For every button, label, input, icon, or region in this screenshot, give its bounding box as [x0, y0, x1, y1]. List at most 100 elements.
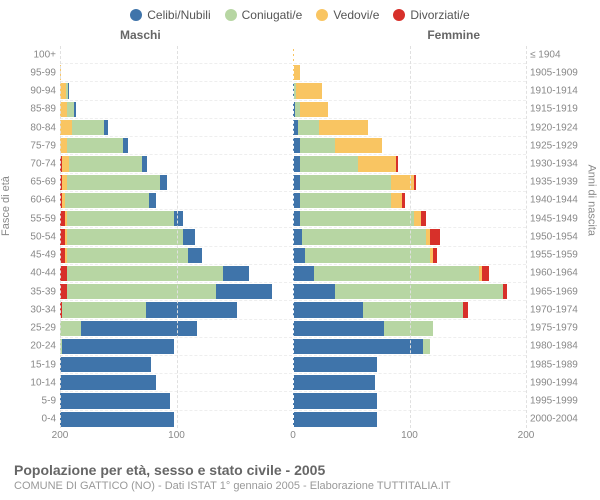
- bar-segment: [391, 175, 414, 190]
- bar-segment: [300, 193, 391, 208]
- grid-line: [526, 46, 527, 428]
- age-label: 0-4: [14, 414, 56, 425]
- x-tick: 200: [518, 430, 535, 441]
- bar-segment: [62, 302, 146, 317]
- bar-segment: [60, 412, 174, 427]
- year-label: 1950-1954: [530, 231, 592, 242]
- bar-segment: [463, 302, 468, 317]
- year-label: 1955-1959: [530, 250, 592, 261]
- year-label: 1945-1949: [530, 213, 592, 224]
- bar-segment: [300, 211, 414, 226]
- bar-segment: [384, 321, 433, 336]
- grid-line: [60, 46, 61, 428]
- age-label: 80-84: [14, 122, 56, 133]
- bar-segment: [358, 156, 395, 171]
- year-label: 1960-1964: [530, 268, 592, 279]
- bar-segment: [335, 138, 382, 153]
- bar-segment: [60, 357, 151, 372]
- bar-segment: [65, 193, 149, 208]
- age-label: 35-39: [14, 286, 56, 297]
- bar-segment: [149, 193, 156, 208]
- header-female: Femmine: [427, 28, 480, 42]
- bar-segment: [223, 266, 249, 281]
- bar-segment: [60, 375, 156, 390]
- bar-segment: [68, 83, 69, 98]
- bar-segment: [293, 248, 305, 263]
- legend-label: Vedovi/e: [333, 8, 379, 22]
- bar-segment: [67, 211, 174, 226]
- grid-line: [410, 46, 411, 428]
- bar-segment: [402, 193, 404, 208]
- bar-segment: [60, 138, 67, 153]
- bar-segment: [160, 175, 167, 190]
- x-tick: 200: [52, 430, 69, 441]
- bar-segment: [293, 339, 423, 354]
- bar-segment: [293, 266, 314, 281]
- bar-segment: [391, 193, 403, 208]
- bar-segment: [62, 339, 174, 354]
- bar-segment: [216, 284, 272, 299]
- age-label: 95-99: [14, 67, 56, 78]
- bar-segment: [104, 120, 107, 135]
- year-label: 1940-1944: [530, 195, 592, 206]
- age-label: 55-59: [14, 213, 56, 224]
- bar-segment: [146, 302, 237, 317]
- bar-segment: [421, 211, 426, 226]
- bar-segment: [298, 120, 319, 135]
- age-label: 45-49: [14, 250, 56, 261]
- footer: Popolazione per età, sesso e stato civil…: [14, 462, 586, 492]
- bar-segment: [60, 393, 170, 408]
- year-label: 1970-1974: [530, 304, 592, 315]
- legend: Celibi/Nubili Coniugati/e Vedovi/e Divorzia…: [0, 0, 600, 26]
- bar-segment: [74, 102, 76, 117]
- bar-segment: [482, 266, 489, 281]
- bar-segment: [81, 321, 198, 336]
- bar-segment: [293, 175, 300, 190]
- year-label: 1930-1934: [530, 159, 592, 170]
- year-label: ≤ 1904: [530, 49, 592, 60]
- grid-line: [293, 46, 294, 428]
- age-label: 5-9: [14, 396, 56, 407]
- bar-segment: [414, 211, 421, 226]
- bar-segment: [60, 102, 67, 117]
- bar-segment: [67, 138, 123, 153]
- bar-segment: [142, 156, 148, 171]
- grid-line: [177, 46, 178, 428]
- bar-segment: [363, 302, 463, 317]
- bar-segment: [305, 248, 431, 263]
- year-label: 1990-1994: [530, 377, 592, 388]
- bar-segment: [293, 193, 300, 208]
- bar-segment: [67, 248, 188, 263]
- chart-area: 100+≤ 190495-991905-190990-941910-191485…: [60, 46, 526, 428]
- bar-segment: [60, 284, 67, 299]
- bar-segment: [67, 102, 74, 117]
- year-label: 1920-1924: [530, 122, 592, 133]
- x-tick: 0: [290, 430, 296, 441]
- age-label: 40-44: [14, 268, 56, 279]
- age-label: 85-89: [14, 104, 56, 115]
- bar-segment: [302, 229, 425, 244]
- bar-segment: [60, 120, 72, 135]
- year-label: 2000-2004: [530, 414, 592, 425]
- legend-label: Celibi/Nubili: [147, 8, 210, 22]
- bar-segment: [293, 229, 302, 244]
- year-label: 1965-1969: [530, 286, 592, 297]
- bar-segment: [296, 83, 322, 98]
- bar-segment: [293, 156, 300, 171]
- legend-label: Divorziati/e: [410, 8, 469, 22]
- age-label: 20-24: [14, 341, 56, 352]
- bar-segment: [396, 156, 398, 171]
- bar-segment: [293, 393, 377, 408]
- bar-segment: [60, 321, 81, 336]
- bar-segment: [123, 138, 128, 153]
- age-label: 75-79: [14, 140, 56, 151]
- bar-segment: [293, 302, 363, 317]
- year-label: 1995-1999: [530, 396, 592, 407]
- year-label: 1985-1989: [530, 359, 592, 370]
- bar-segment: [414, 175, 416, 190]
- x-axis: 2001000100200: [60, 430, 526, 444]
- legend-item: Divorziati/e: [393, 8, 469, 22]
- age-label: 90-94: [14, 86, 56, 97]
- legend-item: Coniugati/e: [225, 8, 303, 22]
- bar-segment: [319, 120, 368, 135]
